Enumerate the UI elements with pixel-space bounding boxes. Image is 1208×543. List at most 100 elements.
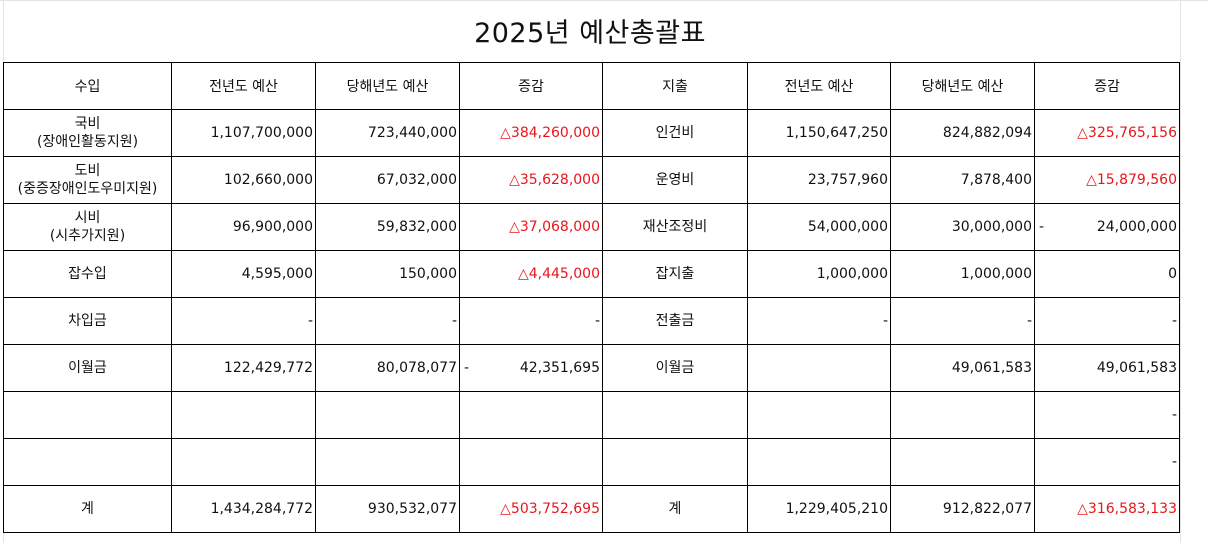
revenue-item-cell[interactable]: 국비 (장애인활동지원) [3,109,172,157]
revenue-item-cell[interactable]: 시비 (시추가지원) [3,203,172,251]
expenditure-prev-budget-cell[interactable]: 1,000,000 [747,250,891,298]
sheet-gridline [0,0,1208,1]
revenue-item-cell[interactable]: 잡수입 [3,250,172,298]
expenditure-prev-budget-cell[interactable]: 54,000,000 [747,203,891,251]
table-row: - [3,391,1180,439]
expenditure-change-cell[interactable]: 49,061,583 [1034,344,1180,392]
expenditure-prev-budget-cell[interactable]: 23,757,960 [747,156,891,204]
revenue-prev-budget-cell[interactable]: 122,429,772 [171,344,316,392]
revenue-change-cell[interactable]: △35,628,000 [459,156,603,204]
revenue-item-cell[interactable]: 차입금 [3,297,172,345]
table-row: 도비 (중증장애인도우미지원) 102,660,000 67,032,000 △… [3,156,1180,204]
expenditure-curr-budget-cell[interactable]: 824,882,094 [890,109,1035,157]
revenue-prev-budget-cell[interactable]: 102,660,000 [171,156,316,204]
revenue-change-cell[interactable]: △37,068,000 [459,203,603,251]
change-value: - [1171,454,1177,470]
budget-summary-table: 수입 전년도 예산 당해년도 예산 증감 지출 전년도 예산 당해년도 예산 증… [3,62,1180,533]
revenue-prev-budget-cell[interactable] [171,391,316,439]
expenditure-curr-budget-cell[interactable]: - [890,297,1035,345]
header-exp-prev-budget[interactable]: 전년도 예산 [747,62,891,110]
header-revenue[interactable]: 수입 [3,62,172,110]
revenue-curr-budget-cell[interactable] [315,391,460,439]
expenditure-curr-budget-cell[interactable] [890,391,1035,439]
revenue-change-cell[interactable]: - 42,351,695 [459,344,603,392]
revenue-curr-budget-cell[interactable]: 59,832,000 [315,203,460,251]
expenditure-curr-budget-cell[interactable]: 912,822,077 [890,485,1035,533]
expenditure-curr-budget-cell[interactable] [890,438,1035,486]
revenue-prev-budget-cell[interactable]: 4,595,000 [171,250,316,298]
revenue-item-sublabel: (시추가지원) [49,228,126,244]
revenue-item-cell[interactable]: 이월금 [3,344,172,392]
expenditure-item-cell[interactable] [602,391,748,439]
revenue-change-cell[interactable] [459,391,603,439]
change-value: △316,583,133 [1077,501,1177,517]
expenditure-curr-budget-cell[interactable]: 1,000,000 [890,250,1035,298]
change-value: △503,752,695 [500,501,600,517]
expenditure-prev-budget-cell[interactable]: 1,150,647,250 [747,109,891,157]
expenditure-change-cell[interactable]: △325,765,156 [1034,109,1180,157]
revenue-item-cell[interactable]: 도비 (중증장애인도우미지원) [3,156,172,204]
revenue-prev-budget-cell[interactable] [171,438,316,486]
change-value: - [1171,313,1177,329]
table-row: 시비 (시추가지원) 96,900,000 59,832,000 △37,068… [3,203,1180,251]
change-value: △35,628,000 [509,172,600,188]
expenditure-item-cell[interactable]: 전출금 [602,297,748,345]
header-rev-curr-budget[interactable]: 당해년도 예산 [315,62,460,110]
header-row: 수입 전년도 예산 당해년도 예산 증감 지출 전년도 예산 당해년도 예산 증… [3,62,1180,110]
expenditure-item-cell[interactable]: 이월금 [602,344,748,392]
expenditure-change-cell[interactable]: - [1034,297,1180,345]
expenditure-curr-budget-cell[interactable]: 7,878,400 [890,156,1035,204]
expenditure-change-cell[interactable]: △15,879,560 [1034,156,1180,204]
change-value: - [594,313,600,329]
expenditure-change-cell[interactable]: - [1034,438,1180,486]
revenue-item-label: 잡수입 [68,266,107,282]
header-expenditure[interactable]: 지출 [602,62,748,110]
change-value: 24,000,000 [1096,219,1177,235]
expenditure-item-cell[interactable]: 계 [602,485,748,533]
expenditure-prev-budget-cell[interactable] [747,344,891,392]
revenue-item-cell[interactable] [3,438,172,486]
header-rev-change[interactable]: 증감 [459,62,603,110]
revenue-change-cell[interactable] [459,438,603,486]
revenue-change-cell[interactable]: - [459,297,603,345]
revenue-prev-budget-cell[interactable]: 96,900,000 [171,203,316,251]
expenditure-curr-budget-cell[interactable]: 30,000,000 [890,203,1035,251]
expenditure-change-cell[interactable]: - [1034,391,1180,439]
change-value: 42,351,695 [519,360,600,376]
expenditure-curr-budget-cell[interactable]: 49,061,583 [890,344,1035,392]
table-row: 이월금 122,429,772 80,078,077 - 42,351,695 … [3,344,1180,392]
revenue-change-cell[interactable]: △503,752,695 [459,485,603,533]
expenditure-item-cell[interactable]: 잡지출 [602,250,748,298]
revenue-curr-budget-cell[interactable] [315,438,460,486]
revenue-prev-budget-cell[interactable]: - [171,297,316,345]
page-title: 2025년 예산총괄표 [474,17,706,49]
revenue-curr-budget-cell[interactable]: 723,440,000 [315,109,460,157]
revenue-curr-budget-cell[interactable]: 930,532,077 [315,485,460,533]
expenditure-item-cell[interactable]: 운영비 [602,156,748,204]
expenditure-prev-budget-cell[interactable] [747,391,891,439]
revenue-prev-budget-cell[interactable]: 1,107,700,000 [171,109,316,157]
expenditure-prev-budget-cell[interactable] [747,438,891,486]
revenue-prev-budget-cell[interactable]: 1,434,284,772 [171,485,316,533]
revenue-item-cell[interactable]: 계 [3,485,172,533]
revenue-curr-budget-cell[interactable]: - [315,297,460,345]
expenditure-change-cell[interactable]: △316,583,133 [1034,485,1180,533]
sheet-gridline [1180,0,1181,543]
revenue-curr-budget-cell[interactable]: 150,000 [315,250,460,298]
revenue-change-cell[interactable]: △384,260,000 [459,109,603,157]
revenue-item-cell[interactable] [3,391,172,439]
expenditure-prev-budget-cell[interactable]: - [747,297,891,345]
header-exp-curr-budget[interactable]: 당해년도 예산 [890,62,1035,110]
header-exp-change[interactable]: 증감 [1034,62,1180,110]
revenue-item-label: 시비 [74,210,101,226]
expenditure-item-cell[interactable]: 인건비 [602,109,748,157]
revenue-curr-budget-cell[interactable]: 80,078,077 [315,344,460,392]
expenditure-change-cell[interactable]: 0 [1034,250,1180,298]
expenditure-item-cell[interactable] [602,438,748,486]
revenue-curr-budget-cell[interactable]: 67,032,000 [315,156,460,204]
expenditure-change-cell[interactable]: - 24,000,000 [1034,203,1180,251]
expenditure-item-cell[interactable]: 재산조정비 [602,203,748,251]
expenditure-prev-budget-cell[interactable]: 1,229,405,210 [747,485,891,533]
revenue-change-cell[interactable]: △4,445,000 [459,250,603,298]
header-rev-prev-budget[interactable]: 전년도 예산 [171,62,316,110]
